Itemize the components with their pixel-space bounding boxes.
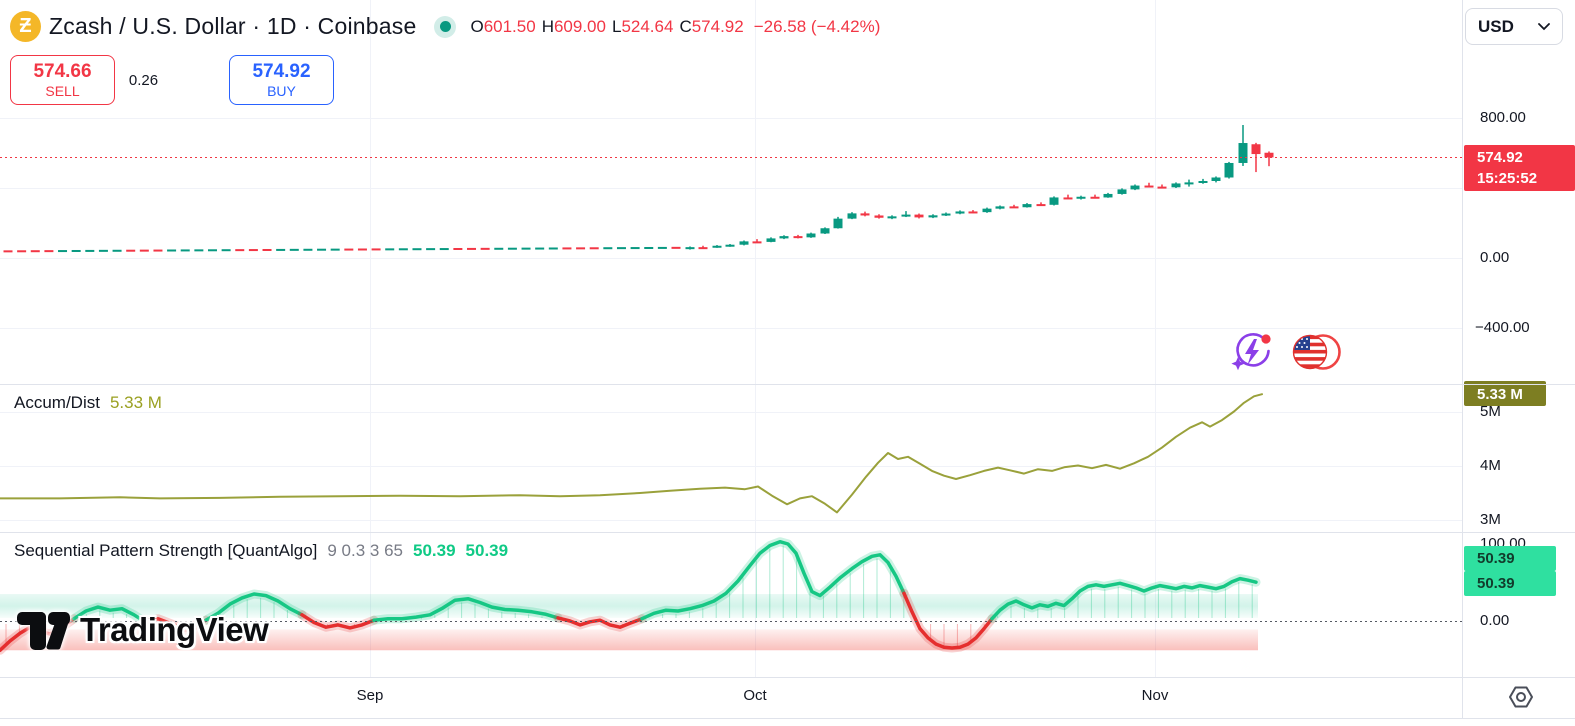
time-axis-label: Oct: [743, 687, 767, 704]
market-status-icon[interactable]: [434, 15, 457, 38]
buy-button[interactable]: 574.92 BUY: [229, 55, 334, 105]
sps-badge-2: 50.39: [1464, 571, 1556, 596]
gridline-nov: [1155, 0, 1156, 677]
sps-value-1: 50.39: [413, 541, 456, 560]
currency-dropdown[interactable]: USD: [1465, 8, 1563, 45]
ai-assistant-icon[interactable]: [1230, 329, 1276, 375]
ohlc-values: O 601.50 H 609.00 L 524.64 C 574.92 −26.58 (…: [470, 16, 881, 36]
axis-label: −400.00: [1475, 319, 1530, 336]
axis-label: 4M: [1480, 457, 1501, 474]
time-axis-label: Sep: [356, 687, 384, 704]
time-scale[interactable]: Sep Oct Nov: [0, 677, 1575, 719]
gridline-5m: [0, 412, 1462, 413]
axis-label: 5M: [1480, 403, 1501, 420]
price-change: −26.58 (−4.42%): [753, 16, 881, 36]
gridline-sep: [370, 0, 371, 677]
time-axis-separator: [0, 677, 1575, 678]
current-price-badge: 574.92 15:25:52: [1464, 145, 1575, 191]
us-flag-event-icon[interactable]: [1291, 331, 1343, 373]
gridline-0: [0, 258, 1462, 259]
accum-dist-badge: 5.33 M: [1464, 381, 1546, 406]
accum-dist-value: 5.33 M: [109, 393, 162, 412]
gridline-oct: [755, 0, 756, 677]
zcash-logo-icon: Ƶ: [10, 11, 41, 42]
tradingview-logo-icon: [17, 612, 70, 650]
accum-dist-title[interactable]: Accum/Dist: [14, 393, 100, 412]
watermark-text: TradingView: [80, 611, 269, 648]
gridline-800: [0, 118, 1462, 119]
axis-label: 3M: [1480, 511, 1501, 528]
bottom-border: [0, 718, 1575, 719]
pane-separator-2[interactable]: [0, 532, 1575, 533]
sps-badge-1: 50.39: [1464, 546, 1556, 571]
price-scale[interactable]: 800.00 0.00 −400.00 5M 4M 3M 100.00 0.00 574.92…: [1463, 0, 1575, 719]
axis-label: 800.00: [1480, 109, 1526, 126]
gridline-3m: [0, 520, 1462, 521]
axis-separator-v[interactable]: [1462, 0, 1463, 719]
sps-value-2: 50.39: [465, 541, 509, 560]
axis-label: 0.00: [1480, 249, 1510, 266]
gridline-400: [0, 188, 1462, 189]
spread-value: 0.26: [128, 71, 159, 89]
symbol-title[interactable]: Zcash / U.S. Dollar · 1D · Coinbase: [49, 13, 417, 39]
axis-label: 0.00: [1480, 612, 1510, 629]
scale-settings-icon[interactable]: [1506, 683, 1536, 711]
gridline-4m: [0, 466, 1462, 467]
tradingview-watermark[interactable]: TradingView: [14, 608, 269, 652]
sps-params: 9 0.3 3 65: [327, 541, 403, 560]
chevron-down-icon: [1538, 22, 1550, 30]
gridline-neg400: [0, 328, 1462, 329]
pane-separator-1[interactable]: [0, 384, 1575, 385]
current-price-line: [0, 157, 1464, 158]
sell-button[interactable]: 574.66 SELL: [10, 55, 115, 105]
indicator-zero-line: [0, 621, 1478, 622]
sps-title[interactable]: Sequential Pattern Strength [QuantAlgo]: [14, 541, 318, 560]
time-axis-label: Nov: [1141, 687, 1169, 704]
